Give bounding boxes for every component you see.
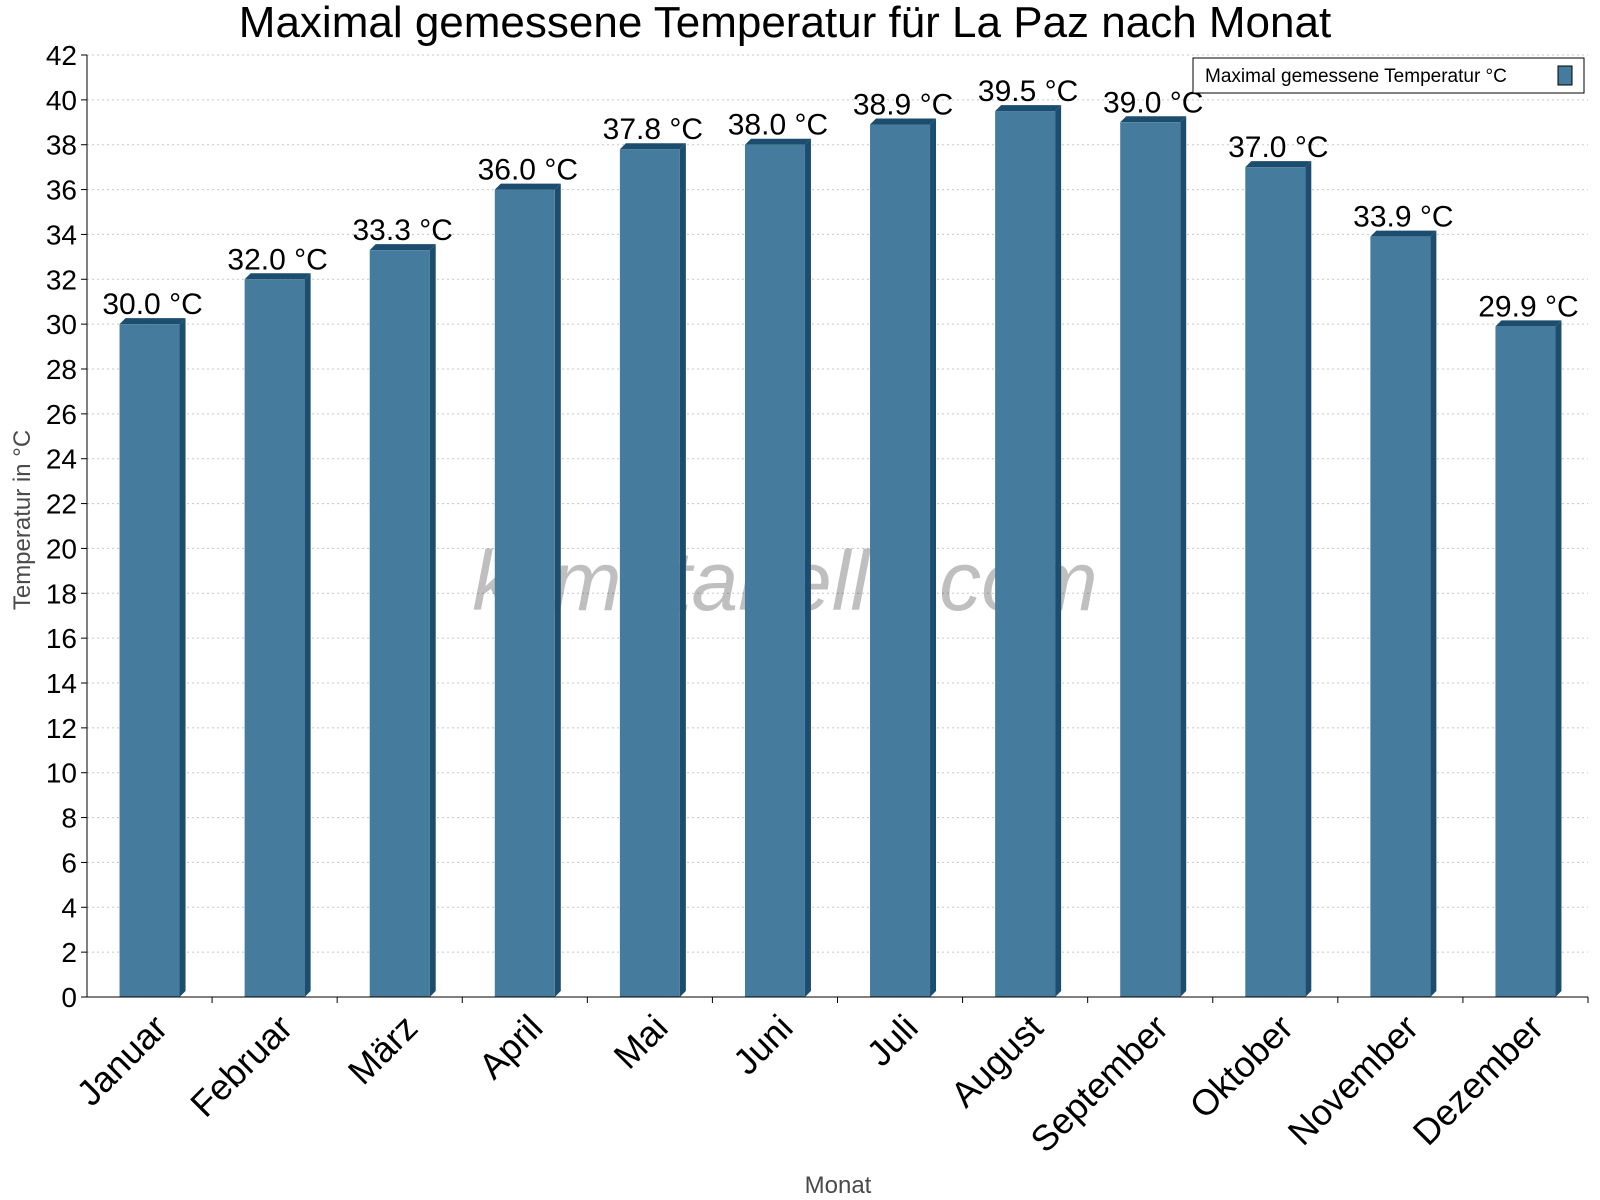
bar-value-label: 30.0 °C bbox=[102, 288, 202, 321]
bar bbox=[1495, 326, 1556, 997]
x-tick-label: Dezember bbox=[1405, 1007, 1551, 1153]
x-axis-ticks: Januar Februar März April Mai Juni Juli AugustS… bbox=[68, 997, 1589, 1161]
bar bbox=[744, 144, 805, 997]
y-tick-label: 20 bbox=[46, 533, 77, 564]
bar-top bbox=[995, 105, 1062, 112]
bar bbox=[619, 149, 680, 997]
bar-side bbox=[429, 244, 436, 998]
x-tick-label: April bbox=[471, 1007, 551, 1087]
bar bbox=[244, 279, 305, 997]
y-tick-label: 28 bbox=[46, 354, 77, 385]
bar-top bbox=[1495, 320, 1562, 327]
bar bbox=[995, 111, 1056, 998]
x-tick-label: November bbox=[1280, 1007, 1426, 1153]
y-tick-label: 36 bbox=[46, 175, 77, 206]
bar-side bbox=[304, 273, 311, 997]
y-tick-label: 6 bbox=[61, 847, 77, 878]
bar-value-label: 33.3 °C bbox=[353, 214, 453, 247]
y-tick-label: 40 bbox=[46, 85, 77, 116]
bar-side bbox=[930, 118, 937, 998]
bar-top bbox=[870, 118, 937, 125]
y-tick-label: 42 bbox=[46, 40, 77, 71]
y-tick-label: 30 bbox=[46, 309, 77, 340]
y-tick-label: 10 bbox=[46, 758, 77, 789]
y-tick-label: 34 bbox=[46, 219, 77, 250]
bar bbox=[1370, 236, 1431, 997]
bar-side bbox=[179, 318, 186, 998]
x-tick-label: Juni bbox=[725, 1007, 801, 1083]
bar bbox=[119, 324, 180, 998]
x-tick-label: Mai bbox=[606, 1007, 676, 1077]
bar-top bbox=[1120, 116, 1187, 123]
x-tick-label: März bbox=[340, 1007, 426, 1093]
legend-box bbox=[1192, 57, 1585, 94]
bar bbox=[1120, 122, 1181, 998]
y-tick-label: 24 bbox=[46, 444, 77, 475]
bar bbox=[1245, 167, 1306, 998]
y-tick-label: 38 bbox=[46, 130, 77, 161]
x-tick-label: Januar bbox=[68, 1007, 175, 1114]
bar-side bbox=[1555, 320, 1562, 997]
x-axis-title: Monat bbox=[805, 1172, 872, 1199]
bar-value-label: 38.9 °C bbox=[853, 89, 953, 122]
bar-value-label: 38.0 °C bbox=[728, 109, 828, 142]
bar-side bbox=[1430, 230, 1437, 997]
bars: 30.0 °C 32.0 °C 33.3 °C 36.0 °C 37.8 °C 38.0 … bbox=[102, 75, 1579, 998]
y-tick-label: 26 bbox=[46, 399, 77, 430]
y-tick-label: 32 bbox=[46, 264, 77, 295]
bar-side bbox=[1055, 105, 1062, 998]
bar-top bbox=[369, 244, 436, 251]
x-tick-label: Oktober bbox=[1181, 1007, 1301, 1127]
bar-side bbox=[1305, 161, 1312, 998]
y-tick-label: 0 bbox=[61, 982, 77, 1013]
bar-side bbox=[554, 183, 561, 998]
bar-top bbox=[619, 143, 686, 150]
chart-title: Maximal gemessene Temperatur für La Paz … bbox=[239, 0, 1331, 47]
bar-value-label: 37.0 °C bbox=[1228, 131, 1328, 164]
bar bbox=[494, 189, 555, 998]
bar-side bbox=[1180, 116, 1187, 998]
y-axis-title: Temperatur in °C bbox=[9, 430, 36, 610]
x-tick-label: Februar bbox=[182, 1007, 300, 1125]
axes bbox=[86, 55, 1588, 998]
bar-top bbox=[119, 318, 186, 325]
grid-lines bbox=[87, 54, 1588, 953]
bar-value-label: 33.9 °C bbox=[1353, 201, 1453, 234]
y-tick-label: 4 bbox=[61, 892, 77, 923]
bar bbox=[369, 250, 430, 998]
bar-top bbox=[244, 273, 311, 280]
legend: Maximal gemessene Temperatur °C bbox=[1192, 57, 1585, 94]
bar bbox=[870, 124, 931, 998]
x-tick-label: September bbox=[1022, 1007, 1176, 1161]
y-tick-label: 16 bbox=[46, 623, 77, 654]
bar-top bbox=[744, 138, 811, 145]
bar-value-label: 37.8 °C bbox=[603, 113, 703, 146]
x-tick-label: Juli bbox=[859, 1007, 926, 1074]
bar-value-label: 36.0 °C bbox=[478, 154, 578, 187]
bar-value-label: 29.9 °C bbox=[1478, 290, 1578, 323]
bar-top bbox=[1245, 161, 1312, 168]
y-tick-label: 2 bbox=[61, 937, 77, 968]
bar-side bbox=[804, 138, 811, 997]
bar-top bbox=[1370, 230, 1437, 237]
legend-label: Maximal gemessene Temperatur °C bbox=[1205, 66, 1507, 87]
bar-value-label: 39.0 °C bbox=[1103, 86, 1203, 119]
bar-value-label: 32.0 °C bbox=[227, 243, 327, 276]
bar-side bbox=[679, 143, 686, 997]
y-tick-label: 22 bbox=[46, 489, 77, 520]
legend-swatch bbox=[1557, 65, 1573, 86]
bar-value-label: 39.5 °C bbox=[978, 75, 1078, 108]
y-tick-label: 14 bbox=[46, 668, 77, 699]
bar-top bbox=[494, 183, 561, 190]
y-tick-label: 8 bbox=[61, 803, 77, 834]
y-tick-label: 18 bbox=[46, 578, 77, 609]
x-tick-label: August bbox=[943, 1007, 1051, 1115]
y-tick-label: 12 bbox=[46, 713, 77, 744]
